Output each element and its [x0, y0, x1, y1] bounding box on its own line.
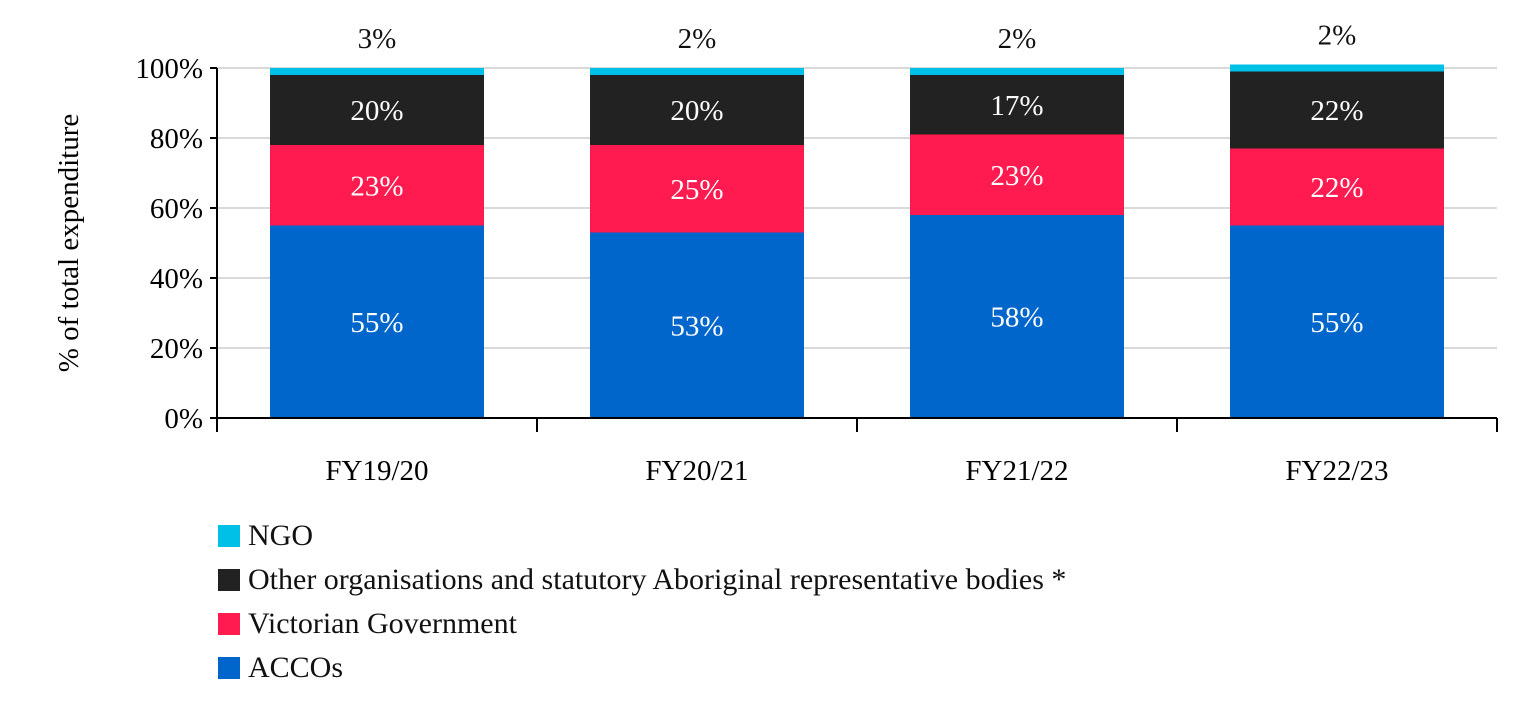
y-tick-label: 80%	[150, 123, 203, 155]
legend-swatch	[218, 657, 240, 679]
data-label: 22%	[1310, 95, 1363, 127]
legend-swatch	[218, 569, 240, 591]
labels: 0% 20% 40% 60% 80% 100% 55% 23% 20% 3% FY19/20 53% 2…	[53, 20, 1389, 488]
legend: NGO Other organisations and statutory Abo…	[218, 514, 1066, 690]
y-tick-label: 60%	[150, 193, 203, 225]
x-category-label: FY22/23	[1285, 455, 1388, 487]
bar-segment	[910, 68, 1124, 75]
legend-label: Victorian Government	[248, 607, 517, 640]
legend-item: NGO	[218, 514, 1066, 558]
bar-segment	[590, 75, 804, 145]
bar-segment	[590, 145, 804, 233]
stacked-bar-chart: 0% 20% 40% 60% 80% 100% 55% 23% 20% 3% FY19/20 53% 2…	[53, 20, 1498, 488]
legend-swatch	[218, 525, 240, 547]
y-tick-label: 100%	[135, 53, 203, 85]
bar-segment	[1230, 64, 1444, 72]
data-label: 2%	[1318, 20, 1357, 52]
legend-item: Victorian Government	[218, 602, 1066, 646]
bar-segment	[270, 68, 484, 75]
y-axis-title: % of total expenditure	[53, 114, 85, 373]
bars	[270, 64, 1444, 418]
legend-label: ACCOs	[248, 651, 344, 684]
data-label: 25%	[670, 174, 723, 206]
bar-segment	[1230, 225, 1444, 418]
bar-segment	[590, 232, 804, 418]
data-label: 3%	[358, 23, 397, 55]
x-category-label: FY20/21	[645, 455, 748, 487]
bar-segment	[910, 134, 1124, 215]
y-tick-label: 40%	[150, 263, 203, 295]
axes	[210, 67, 1498, 432]
legend-item: ACCOs	[218, 646, 1066, 690]
data-label: 17%	[990, 90, 1043, 122]
bar-segment	[270, 75, 484, 145]
bar-segment	[270, 225, 484, 418]
data-label: 58%	[990, 302, 1043, 334]
x-category-label: FY21/22	[965, 455, 1068, 487]
data-label: 20%	[670, 95, 723, 127]
bar-segment	[910, 215, 1124, 418]
bar-segment	[1230, 148, 1444, 226]
data-label: 23%	[350, 170, 403, 202]
bar-segment	[910, 75, 1124, 135]
data-label: 20%	[350, 95, 403, 127]
data-label: 2%	[998, 23, 1037, 55]
legend-item: Other organisations and statutory Aborig…	[218, 558, 1066, 602]
legend-label: Other organisations and statutory Aborig…	[248, 563, 1067, 596]
bar-segment	[270, 145, 484, 226]
data-label: 23%	[990, 160, 1043, 192]
y-tick-label: 20%	[150, 333, 203, 365]
bar-segment	[1230, 71, 1444, 149]
data-label: 55%	[1310, 307, 1363, 339]
legend-swatch	[218, 613, 240, 635]
data-label: 55%	[350, 307, 403, 339]
data-label: 22%	[1310, 172, 1363, 204]
legend-label: NGO	[248, 519, 313, 552]
data-label: 2%	[678, 23, 717, 55]
data-label: 53%	[670, 310, 723, 342]
x-category-label: FY19/20	[325, 455, 428, 487]
y-tick-label: 0%	[164, 403, 203, 435]
bar-segment	[590, 68, 804, 75]
